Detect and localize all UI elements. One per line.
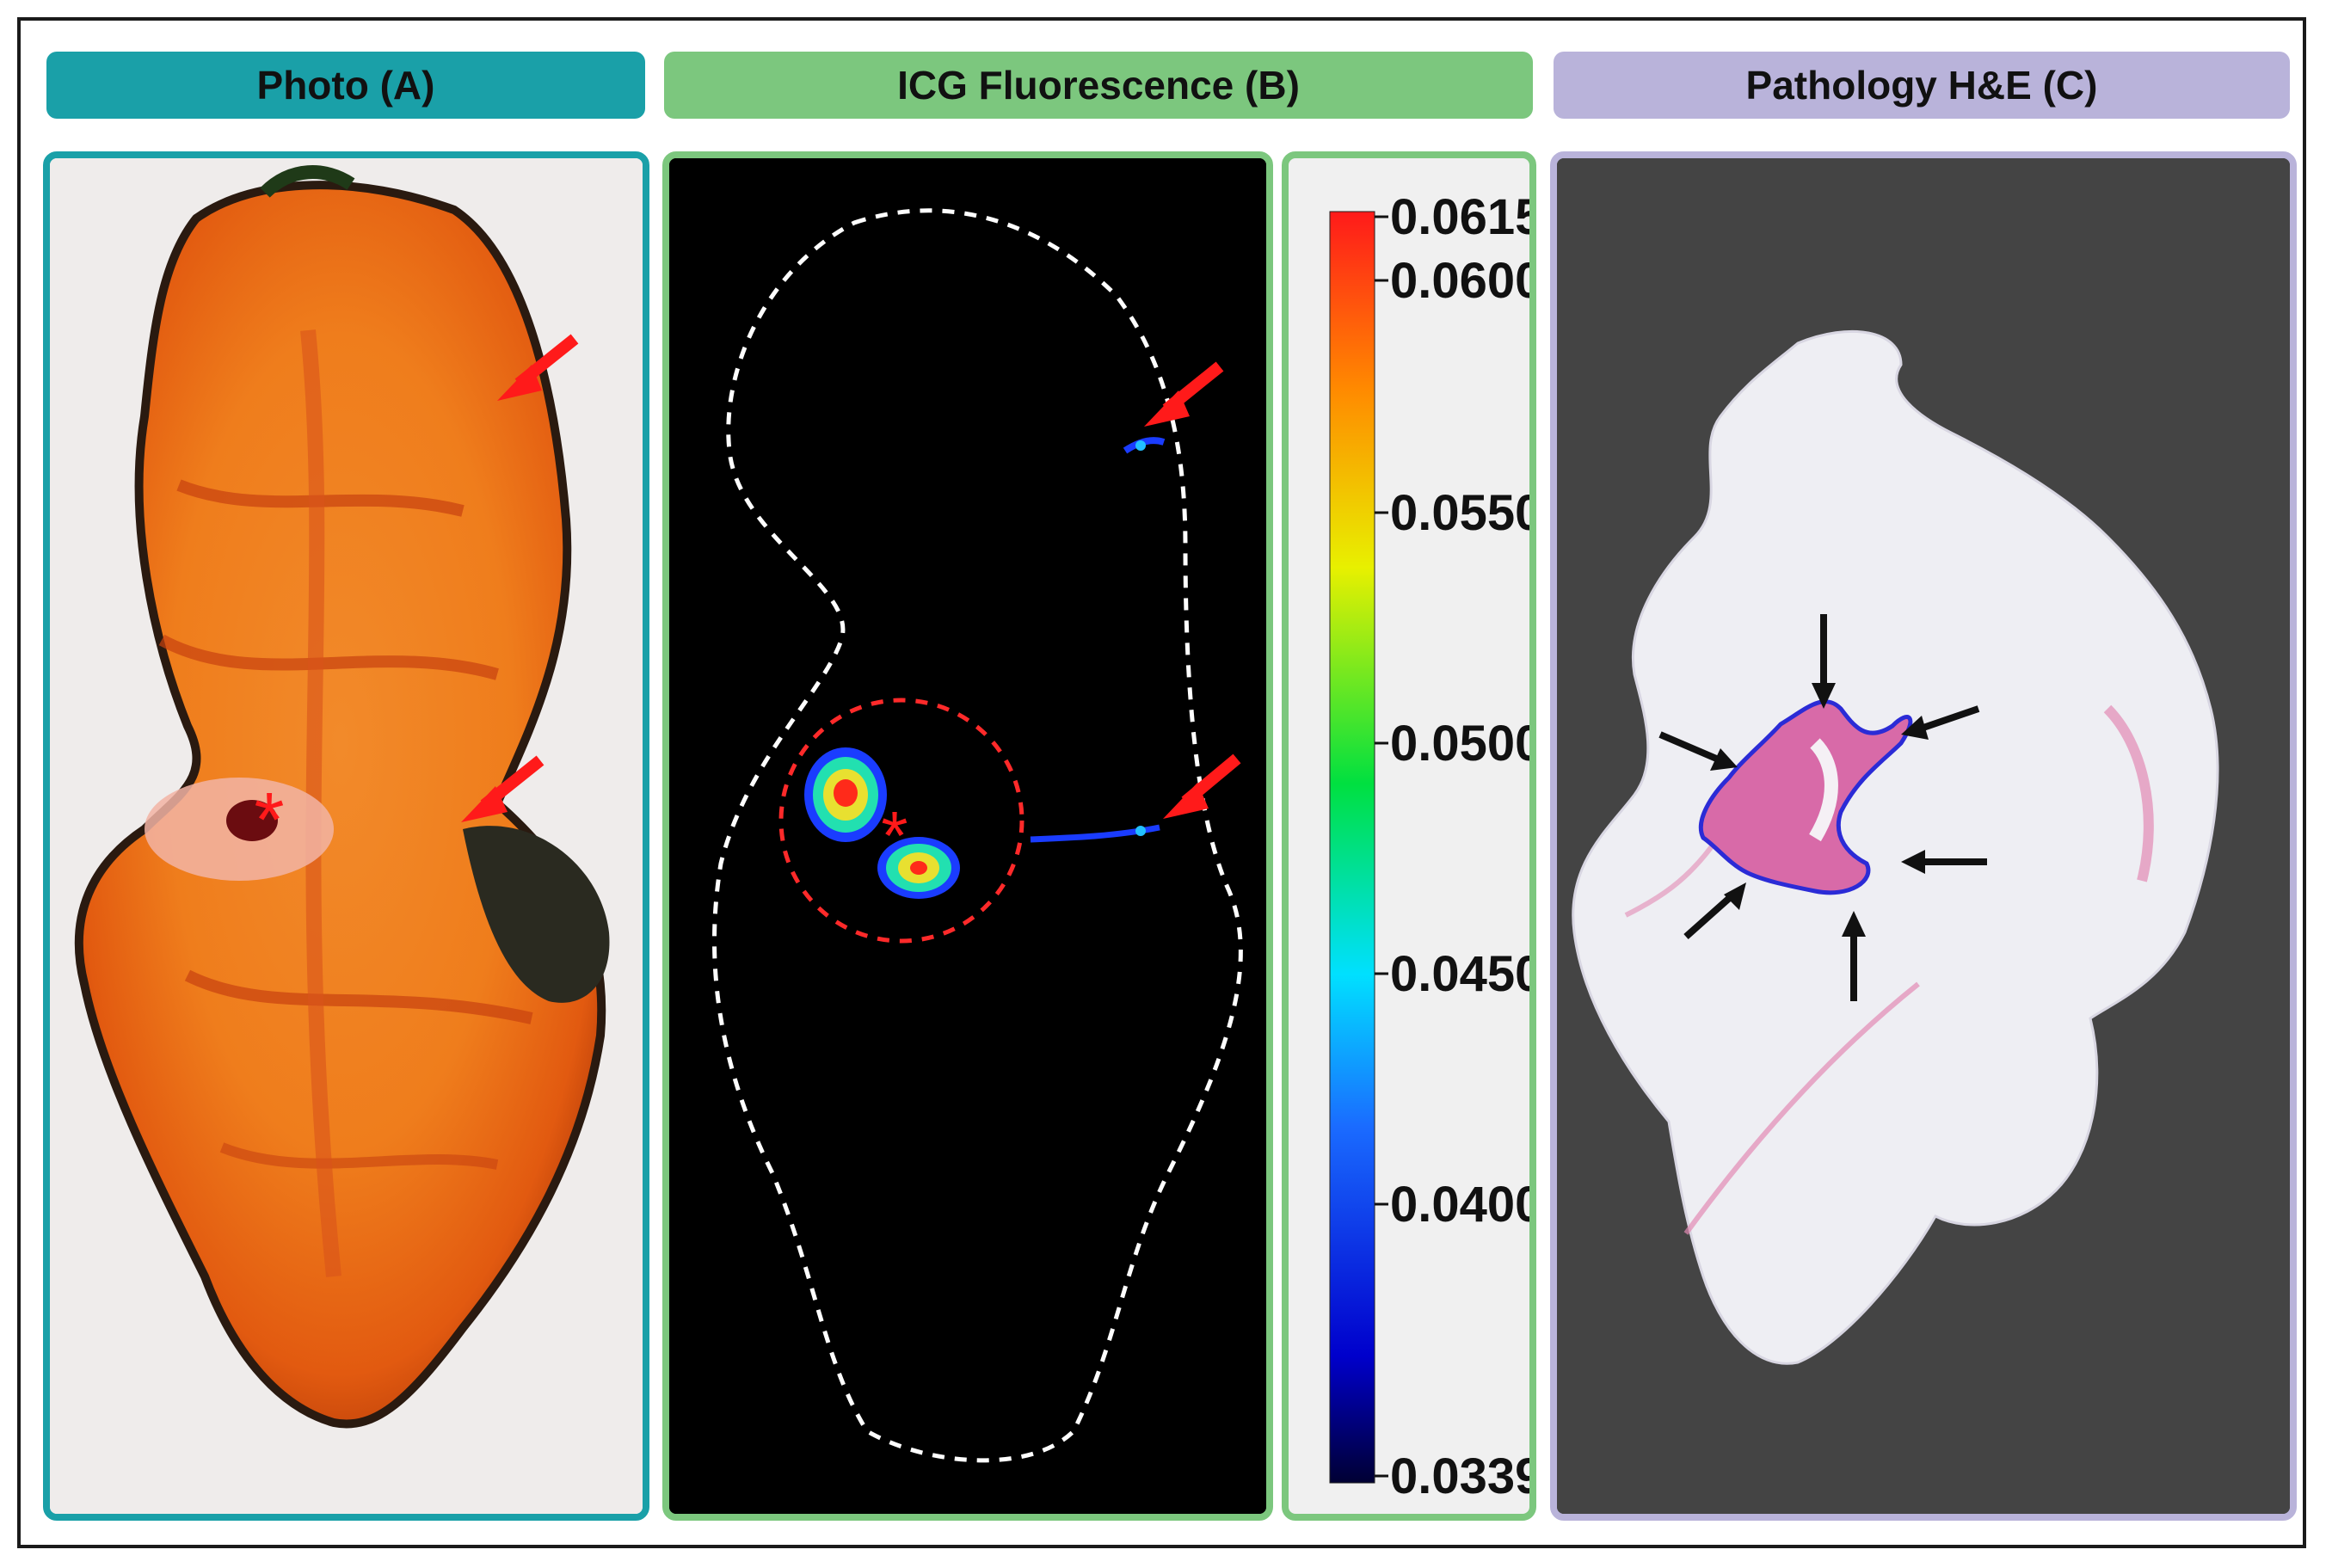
colorbar-gradient	[1329, 211, 1375, 1484]
colorbar-tick-label: 0.0400	[1390, 1177, 1529, 1233]
fluorescence-spot	[1123, 437, 1166, 454]
tumor-asterisk: *	[881, 797, 908, 874]
fluorescence-image: *	[669, 158, 1266, 1514]
fluorescence-hotspot	[804, 747, 887, 842]
colorbar-tick-label: 0.0450	[1390, 946, 1529, 1002]
colorbar-panel: 0.0615 0.0600 0.0550 0.0500 0.0450 0.040…	[1282, 151, 1536, 1521]
colorbar-tick-label: 0.0550	[1390, 485, 1529, 541]
pathology-slide	[1557, 158, 2290, 1514]
colorbar: 0.0615 0.0600 0.0550 0.0500 0.0450 0.040…	[1329, 189, 1529, 1504]
black-arrow-icon	[1683, 882, 1746, 939]
colorbar-max-label: 0.0615	[1390, 189, 1529, 245]
red-arrow-icon	[497, 334, 579, 401]
fluorescence-header: ICG Fluorescence (B)	[664, 52, 1533, 119]
fluorescence-header-label: ICG Fluorescence (B)	[897, 63, 1300, 108]
colorbar-min-label: 0.0339	[1390, 1448, 1529, 1504]
black-arrow-icon	[1901, 705, 1980, 740]
fluorescence-hotspot	[877, 837, 960, 899]
tumor-asterisk: *	[254, 778, 284, 864]
tissue-section	[1572, 329, 2219, 1365]
black-arrow-icon	[1658, 731, 1738, 771]
photo-panel: *	[43, 151, 649, 1521]
black-arrow-icon	[1842, 911, 1866, 1001]
colorbar-tick-label: 0.0600	[1390, 253, 1529, 309]
photo-header: Photo (A)	[46, 52, 645, 119]
specimen-outline	[712, 208, 1243, 1463]
tumor-region-circle	[778, 698, 1024, 944]
tumor-outline	[1698, 699, 1913, 895]
black-arrow-icon	[1901, 850, 1987, 874]
red-arrow-icon	[1144, 361, 1224, 427]
colorbar-tick-label: 0.0500	[1390, 716, 1529, 772]
red-arrow-icon	[1163, 753, 1241, 819]
fluorescence-panel: *	[662, 151, 1273, 1521]
pathology-header-label: Pathology H&E (C)	[1745, 63, 2098, 108]
red-arrow-icon	[461, 755, 545, 822]
pathology-header: Pathology H&E (C)	[1554, 52, 2290, 119]
specimen-photo: *	[50, 158, 643, 1514]
pathology-panel	[1550, 151, 2297, 1521]
photo-header-label: Photo (A)	[256, 63, 435, 108]
black-arrow-icon	[1812, 614, 1836, 709]
